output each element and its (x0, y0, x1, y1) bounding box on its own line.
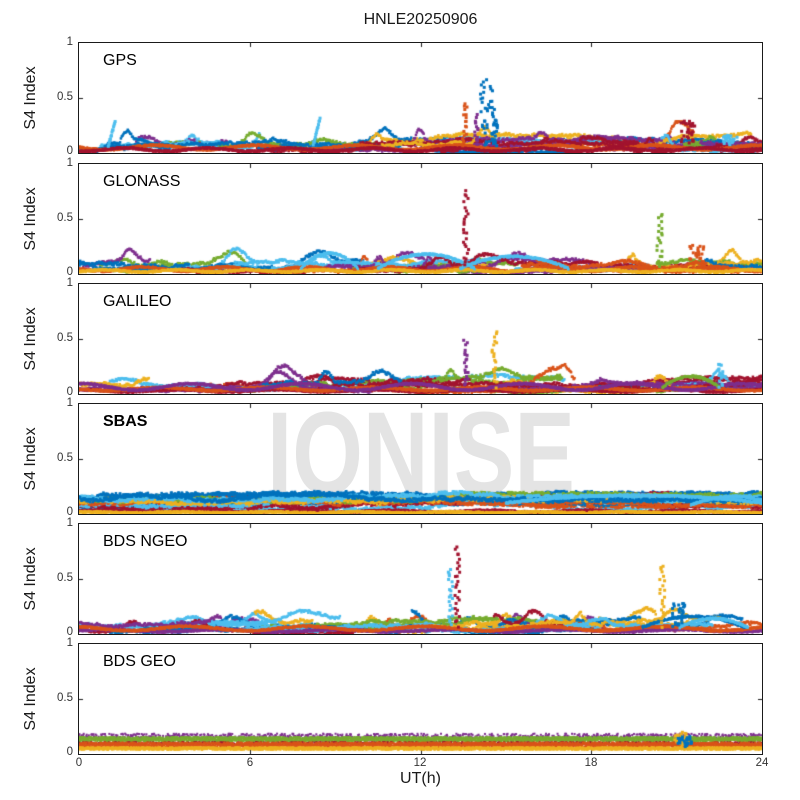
xtick-label: 18 (584, 757, 598, 769)
panel-glonass: GLONASS 1 0.5 0 S4 Index (22, 157, 763, 278)
ytick-label: 0.5 (57, 91, 73, 103)
y-axis-label: S4 Index (22, 66, 39, 130)
bds-ngeo-plot-canvas (79, 524, 762, 634)
ytick-label: 1 (66, 517, 73, 529)
ytick-label: 1 (66, 637, 73, 649)
ytick-label: 0.5 (57, 452, 73, 464)
ytick-label: 0.5 (57, 692, 73, 704)
ytick-label: 0.5 (57, 332, 73, 344)
xtick-label: 12 (413, 757, 427, 769)
ytick-label: 0.5 (57, 212, 73, 224)
panel-label-gps: GPS (103, 52, 137, 69)
bds-geo-plot-canvas (79, 644, 762, 754)
ytick-label: 0 (66, 746, 73, 758)
panel-sbas: SBAS 1 0.5 0 S4 Index (22, 397, 763, 518)
y-axis-label: S4 Index (22, 667, 39, 731)
y-axis-label: S4 Index (22, 307, 39, 371)
sbas-plot-canvas (79, 404, 762, 514)
ytick-label: 1 (66, 397, 73, 409)
y-axis-label: S4 Index (22, 547, 39, 611)
y-axis-label: S4 Index (22, 187, 39, 251)
panel-label-bds-geo: BDS GEO (103, 653, 176, 670)
x-axis-label: UT(h) (400, 770, 441, 787)
ytick-label: 1 (66, 157, 73, 169)
ytick-label: 0.5 (57, 572, 73, 584)
ytick-label: 0 (66, 386, 73, 398)
panel-label-sbas: SBAS (103, 413, 148, 430)
gps-plot-canvas (79, 43, 762, 153)
y-axis-label: S4 Index (22, 427, 39, 491)
panel-label-galileo: GALILEO (103, 293, 172, 310)
xtick-label: 6 (246, 757, 254, 769)
panel-bds-geo: BDS GEO 1 0.5 0 S4 Index (22, 637, 763, 758)
xtick-label: 24 (755, 757, 769, 769)
ytick-label: 1 (66, 36, 73, 48)
ytick-label: 0 (66, 266, 73, 278)
panel-bds-ngeo: BDS NGEO 1 0.5 0 S4 Index (22, 517, 763, 638)
panel-label-bds-ngeo: BDS NGEO (103, 533, 188, 550)
ytick-label: 0 (66, 626, 73, 638)
ytick-label: 0 (66, 506, 73, 518)
panel-gps: GPS 1 0.5 0 S4 Index (22, 36, 763, 157)
ytick-label: 0 (66, 145, 73, 157)
panel-galileo: GALILEO 1 0.5 0 S4 Index (22, 277, 763, 398)
panel-label-glonass: GLONASS (103, 173, 181, 190)
ytick-label: 1 (66, 277, 73, 289)
galileo-plot-canvas (79, 284, 762, 394)
xtick-label: 0 (75, 757, 83, 769)
chart-title: HNLE20250906 (363, 11, 478, 28)
glonass-plot-canvas (79, 164, 762, 274)
